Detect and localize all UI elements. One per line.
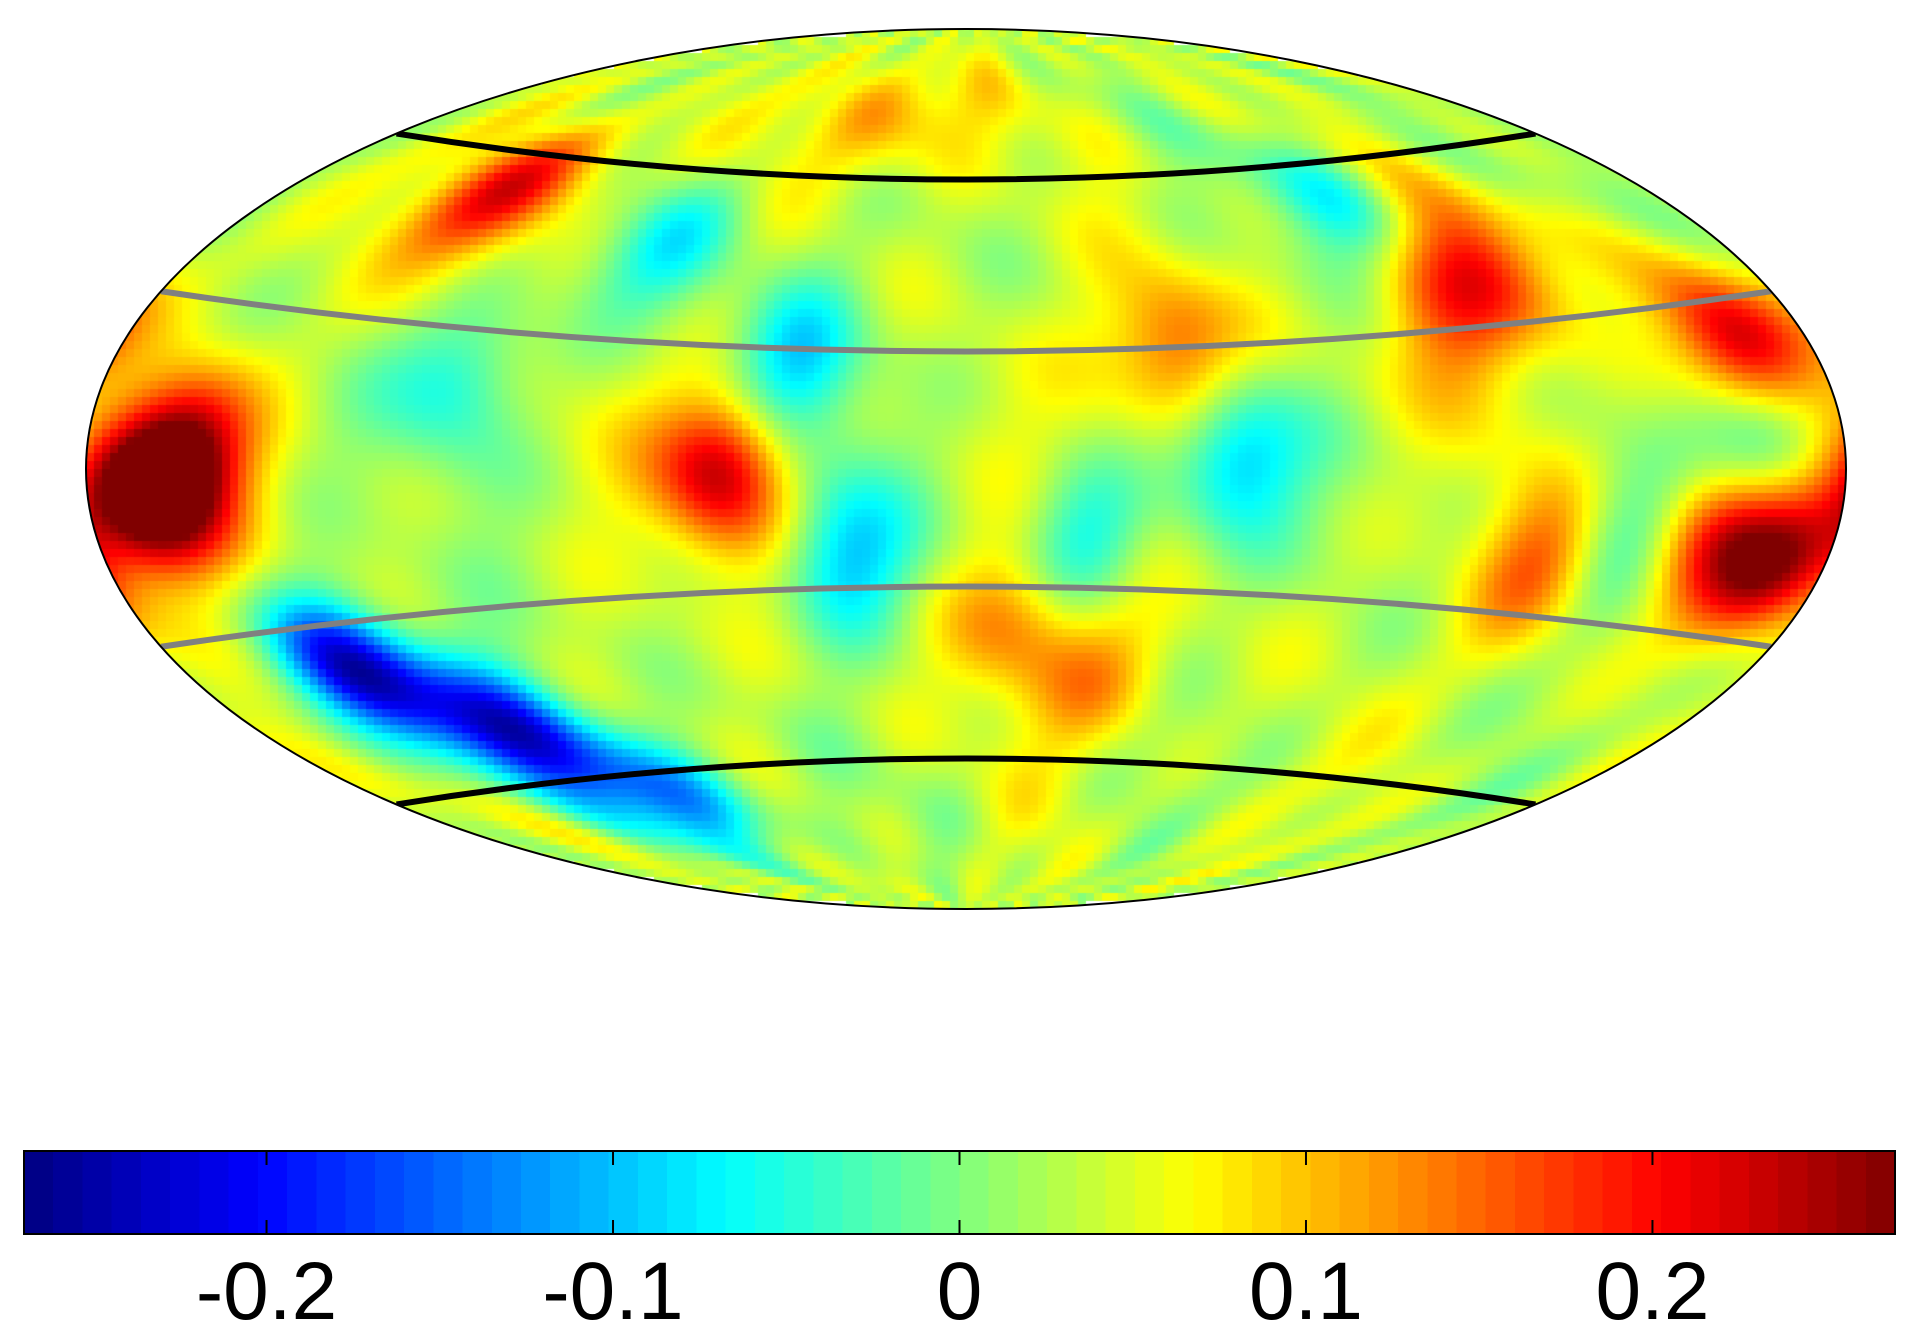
heatmap-image xyxy=(86,29,1846,909)
colorbar-tick-label: 0 xyxy=(937,1246,983,1337)
latitude-line-south-60 xyxy=(396,755,1536,808)
colorbar-tick-label: 0.1 xyxy=(1249,1246,1363,1337)
latitude-lines xyxy=(160,130,1772,808)
map-outline xyxy=(85,28,1847,910)
colorbar-tick-label: 0.2 xyxy=(1595,1246,1709,1337)
colorbar-tick-label: -0.1 xyxy=(542,1246,683,1337)
mollweide-map xyxy=(85,28,1847,910)
latitude-line-north-60 xyxy=(396,130,1536,183)
colorbar: -0.2 -0.1 0 0.1 0.2 xyxy=(23,1150,1896,1337)
colorbar-tick-label: -0.2 xyxy=(196,1246,337,1337)
latitude-line-north-30 xyxy=(160,288,1772,355)
latitude-line-south-30 xyxy=(160,583,1772,650)
colorbar-ticks: -0.2 -0.1 0 0.1 0.2 xyxy=(196,1151,1709,1337)
